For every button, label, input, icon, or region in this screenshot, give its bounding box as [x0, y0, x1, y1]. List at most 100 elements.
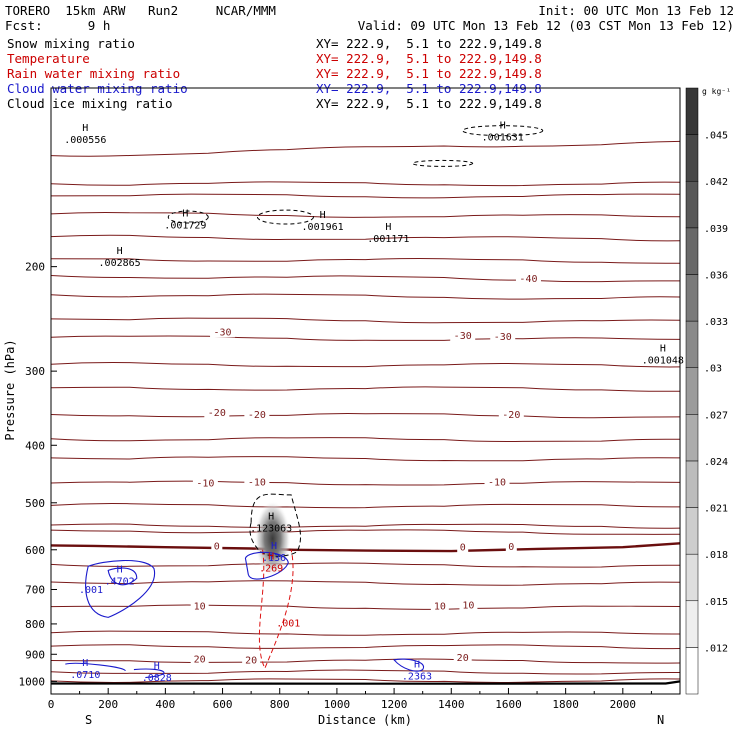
cloud-water-contour — [107, 567, 138, 586]
x-tick-label: 600 — [213, 698, 233, 711]
x-tick-label: 1400 — [438, 698, 465, 711]
y-tick-label: 700 — [25, 584, 45, 597]
isotherm-line — [50, 193, 681, 199]
colorbar-swatch — [685, 647, 699, 695]
temperature-label: 20 — [245, 655, 257, 666]
ice-contour — [167, 210, 209, 224]
colorbar: .012 .015 .018 .021 .024 .027 .03 .033 .036 .039.… — [685, 87, 731, 695]
temperature-label: 0 — [460, 543, 466, 554]
temperature-label-bg — [430, 599, 449, 612]
maximum-value: .000556 — [64, 135, 106, 146]
maximum-marker: H — [271, 541, 277, 552]
maximum-marker: H — [500, 121, 506, 132]
colorbar-label: .045 — [704, 131, 728, 142]
x-tick-label: 0 — [48, 698, 55, 711]
maximum-marker: H — [268, 552, 274, 563]
maximum-marker: H — [117, 246, 123, 257]
isotherm-line — [50, 293, 681, 300]
temperature-label: 20 — [457, 653, 469, 664]
temperature-label: 0 — [214, 541, 220, 552]
maximum-value: .269 — [259, 564, 283, 575]
x-tick-label: 800 — [270, 698, 290, 711]
ground-line — [50, 680, 681, 685]
colorbar-label: .018 — [704, 550, 728, 561]
temperature-label: 10 — [434, 601, 446, 612]
colorbar-swatch — [685, 507, 699, 555]
isotherm-line — [50, 275, 681, 283]
colorbar-swatch — [685, 180, 699, 229]
x-tick-label: 200 — [98, 698, 118, 711]
temperature-label: -10 — [488, 477, 506, 488]
isotherm-line — [50, 456, 681, 462]
isotherm-line — [50, 317, 681, 324]
x-tick-label: 2000 — [610, 698, 637, 711]
colorbar-label: .027 — [704, 410, 728, 421]
plot-border — [50, 87, 681, 695]
hydrometeor-layer — [65, 125, 544, 679]
maximum-marker: H — [320, 210, 326, 221]
maximum-value: .001171 — [367, 234, 409, 245]
maximum-value: .4702 — [105, 576, 135, 587]
isotherm-line — [50, 562, 681, 568]
colorbar-swatch — [685, 87, 699, 135]
isotherm-line — [50, 678, 681, 683]
isotherm-zero-line — [50, 542, 681, 553]
maximum-value: .001729 — [164, 221, 206, 232]
contour-label: .001 — [79, 585, 103, 596]
isotherm-line — [50, 181, 681, 187]
temperature-label: -30 — [454, 331, 472, 342]
isotherm-line — [50, 604, 681, 610]
forecast-hour: Fcst: 9 h — [5, 18, 111, 33]
maximum-value: .0710 — [70, 670, 100, 681]
temperature-label-bg — [450, 329, 476, 342]
maximum-value: .123063 — [250, 524, 292, 535]
maximum-value: .0828 — [142, 673, 172, 684]
cloud-water-contour — [244, 551, 289, 580]
ice-contour — [462, 125, 544, 137]
cloud-water-contour — [65, 662, 165, 679]
x-tick-label: 1600 — [495, 698, 522, 711]
temperature-label: -20 — [502, 410, 520, 421]
colorbar-swatch — [685, 227, 699, 275]
isotherm-line — [50, 140, 681, 157]
field-name-temperature: Temperature — [7, 51, 90, 66]
label-layer: -40 -30 -30 -30 -20 -20 -20 -10 -10 -10 0 0 0 10 10 10 2… — [64, 121, 684, 684]
snow-contour — [249, 493, 301, 557]
isotherm-line — [50, 669, 681, 675]
cloud-water-contour — [393, 658, 425, 672]
maximum-marker: H — [82, 123, 88, 134]
isotherm-line — [50, 234, 681, 242]
temperature-label: -20 — [208, 408, 226, 419]
temperature-label: 10 — [462, 601, 474, 612]
rain-contour — [258, 549, 294, 670]
field-name-cloud-ice: Cloud ice mixing ratio — [7, 96, 173, 111]
temperature-label: -30 — [494, 332, 512, 343]
temperature-label: -10 — [248, 477, 266, 488]
maximum-marker: H — [82, 658, 88, 669]
x-tick-label: 1800 — [552, 698, 579, 711]
temperature-label-bg — [190, 652, 209, 665]
y-tick-label: 600 — [25, 544, 45, 557]
field-xy-cloud-ice: XY= 222.9, 5.1 to 222.9,149.8 — [316, 96, 542, 111]
temperature-label-bg — [244, 475, 270, 488]
colorbar-swatch — [685, 460, 699, 508]
isotherm-line — [50, 386, 681, 392]
y-tick-label: 400 — [25, 439, 45, 452]
x-tick-label: 400 — [155, 698, 175, 711]
temperature-label-bg — [211, 539, 223, 552]
temperature-label: 10 — [194, 601, 206, 612]
isotherm-line — [50, 658, 681, 664]
isotherm-line — [50, 335, 681, 341]
temperature-label-bg — [244, 408, 270, 421]
valid-time: Valid: 09 UTC Mon 13 Feb 12 (03 CST Mon … — [357, 18, 734, 33]
maximum-value: .001048 — [642, 355, 684, 366]
field-xy-temperature: XY= 222.9, 5.1 to 222.9,149.8 — [316, 51, 542, 66]
temperature-label-bg — [457, 540, 469, 553]
colorbar-label: .033 — [704, 317, 728, 328]
temperature-label-bg — [490, 330, 516, 343]
maximum-value: .001631 — [482, 133, 524, 144]
field-xy-rain: XY= 222.9, 5.1 to 222.9,149.8 — [316, 66, 542, 81]
colorbar-swatch — [685, 134, 699, 182]
temperature-label-bg — [484, 475, 510, 488]
isotherm-line — [50, 413, 681, 419]
